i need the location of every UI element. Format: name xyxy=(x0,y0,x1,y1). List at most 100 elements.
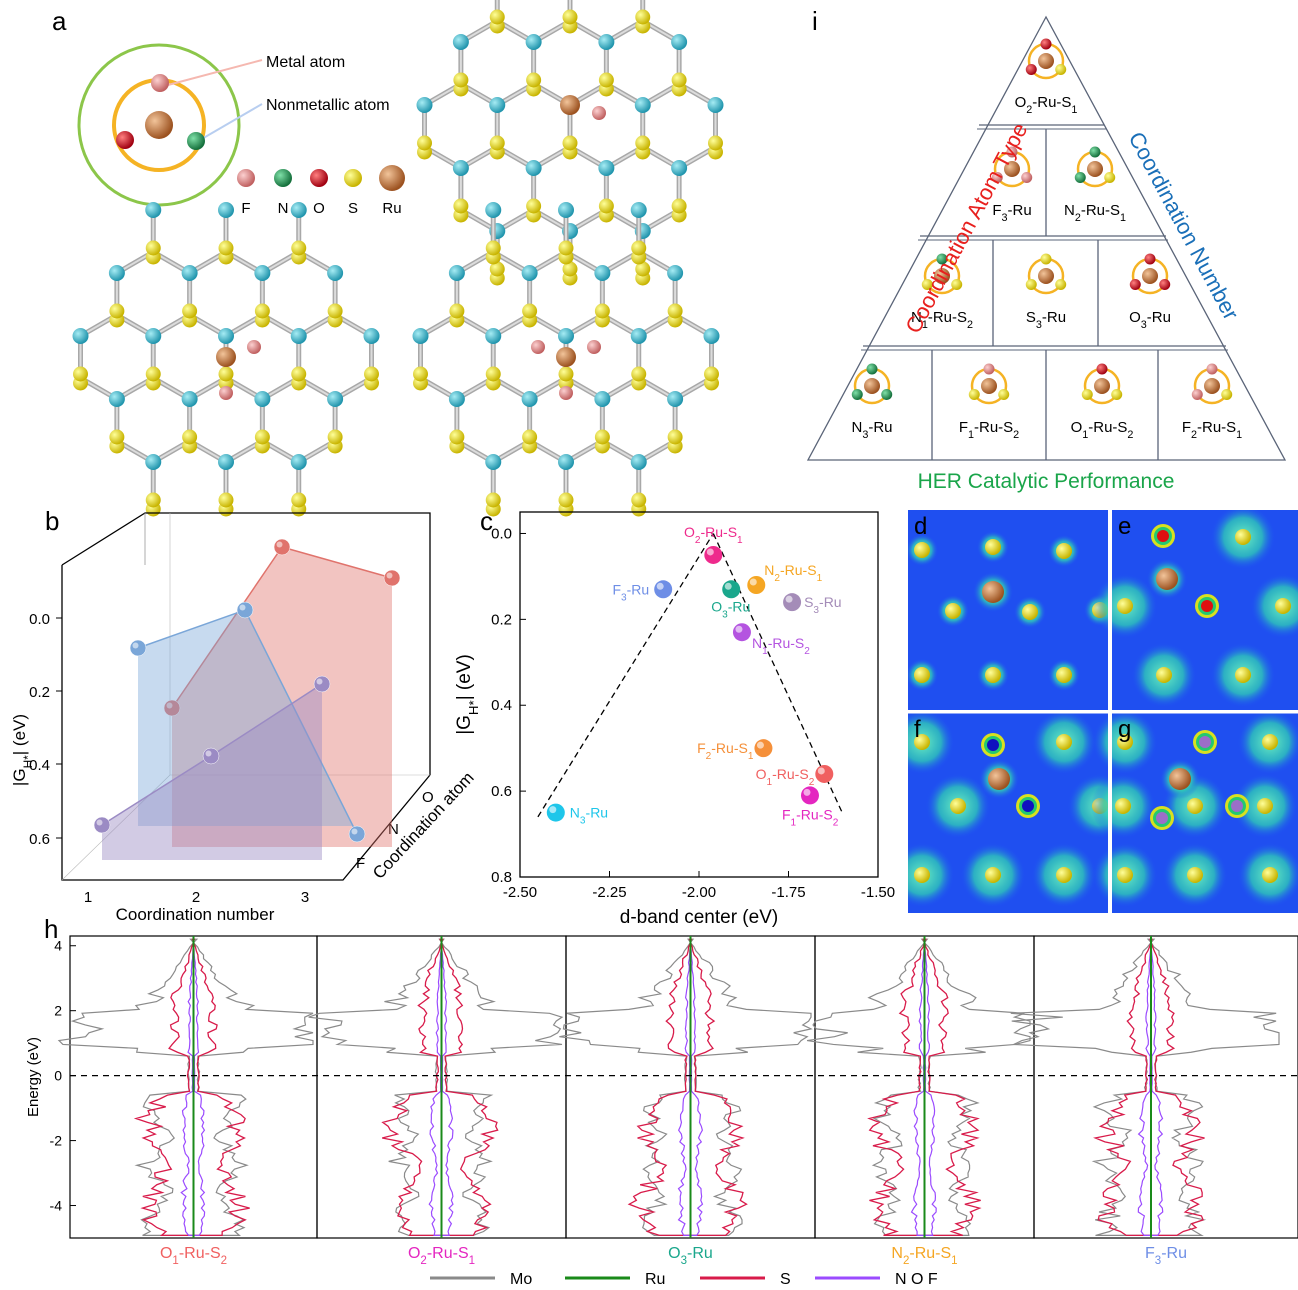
b-ztick-label: N xyxy=(388,821,399,838)
h-curve-s xyxy=(867,938,982,1237)
legend-metal-atom: Metal atom xyxy=(266,54,345,71)
b-xtick-label: 1 xyxy=(84,889,92,906)
lattice-bottom-left xyxy=(72,202,380,517)
c-ytick-label: 0.0 xyxy=(491,525,512,542)
legend-label-s: S xyxy=(348,200,358,217)
h-legend-label: S xyxy=(780,1271,791,1288)
h-subpanel-0: O1-Ru-S2 xyxy=(57,935,318,1267)
panel-a: a Metal atom Nonmetallic atom F N O S Ru xyxy=(52,0,724,517)
pyramid-label: N1-Ru-S2 xyxy=(911,309,973,331)
c-ytick-label: 0.2 xyxy=(491,611,512,628)
h-curve-s xyxy=(381,938,499,1237)
panel-letter-h: h xyxy=(44,914,58,944)
map-e xyxy=(1093,510,1298,710)
metal-pointer xyxy=(167,59,263,86)
legend-label-n: N xyxy=(278,200,289,217)
b-plane-O xyxy=(172,547,392,847)
legend-nonmetallic-atom: Nonmetallic atom xyxy=(266,97,390,114)
h-legend-label: Mo xyxy=(510,1271,532,1288)
c-point-label: O2-Ru-S1 xyxy=(684,524,743,546)
legend-label-ru: Ru xyxy=(382,200,401,217)
b-point-N-3 xyxy=(348,825,366,843)
legend-label-f: F xyxy=(241,200,250,217)
map-d xyxy=(908,510,1116,710)
chart-h-pdos: 4 2 0 -2 -4 Energy (eV) O1-Ru-S2 O2-Ru-S1 O3-Ru N… xyxy=(25,935,1298,1288)
c-point-label: F3-Ru xyxy=(612,581,649,603)
b-xtick-label: 3 xyxy=(301,889,309,906)
panel-letter-i: i xyxy=(812,6,818,36)
lattice-structures xyxy=(72,0,724,517)
h-subpanel-label: N2-Ru-S1 xyxy=(891,1245,957,1267)
element-legend: F N O S Ru xyxy=(237,165,405,217)
legend-atom-o xyxy=(310,169,328,187)
c-point-label: S3-Ru xyxy=(804,594,842,616)
h-curve-mo xyxy=(308,938,564,1237)
panel-letter-c: c xyxy=(480,506,493,536)
schematic-n-atom xyxy=(187,132,205,150)
b-point-F-2 xyxy=(202,747,220,765)
chart-c-scatter: -2.50 -2.25 -2.00 -1.75 -1.50 0.0 0.2 0.4 0.6 0.8… xyxy=(454,511,895,928)
h-curve-nof xyxy=(180,938,206,1237)
c-point-f3-ru xyxy=(654,580,673,599)
panel-b: b 0.0 0.2 0.4 0.6 1 2 3 F N O Coordination number |… xyxy=(10,506,478,924)
legend-atom-s xyxy=(344,169,362,187)
h-legend-label: N O F xyxy=(895,1271,938,1288)
panel-letter-a: a xyxy=(52,6,67,36)
pyramid-label: F3-Ru xyxy=(992,202,1031,224)
h-curve-mo xyxy=(1010,938,1280,1237)
panel-h: h 4 2 0 -2 -4 Energy (eV) O1-Ru-S2 O2-Ru-S1 O3-R… xyxy=(25,914,1298,1288)
c-point-n3-ru xyxy=(546,803,565,822)
pyramid-label: O1-Ru-S2 xyxy=(1071,419,1134,441)
pyramid-cell-f3-ru: F3-Ru xyxy=(991,146,1033,224)
pyramid-label: N3-Ru xyxy=(851,419,892,441)
lattice-bottom-right xyxy=(412,202,720,517)
c-point-f1-ru-s2 xyxy=(800,786,819,805)
b-ylabel: |GH*| (eV) xyxy=(10,714,35,786)
c-point-label: F2-Ru-S1 xyxy=(697,740,754,762)
c-ylabel: |GH*| (eV) xyxy=(454,654,481,735)
legend-label-o: O xyxy=(313,200,325,217)
c-xtick-label: -2.00 xyxy=(682,884,716,901)
c-ytick-label: 0.4 xyxy=(491,697,512,714)
b-ztick-label: O xyxy=(422,789,434,806)
panel-c: c -2.50 -2.25 -2.00 -1.75 -1.50 0.0 0.2 0.4 0.6 0… xyxy=(454,506,895,928)
h-subpanel-label: O1-Ru-S2 xyxy=(160,1245,227,1267)
map-f xyxy=(908,710,1132,913)
c-xlabel: d-band center (eV) xyxy=(620,907,778,928)
b-ytick-label: 0.6 xyxy=(29,831,50,848)
h-curve-mo xyxy=(559,938,813,1237)
h-curve-nof xyxy=(910,938,937,1237)
pyramid-cell-o1-ru-s2: O1-Ru-S2 xyxy=(1071,363,1134,441)
schematic-o-atom xyxy=(116,131,134,149)
nonmetal-pointer xyxy=(199,103,263,141)
c-point-n1-ru-s2 xyxy=(732,623,751,642)
h-curve-s xyxy=(1093,938,1205,1237)
b-ytick-label: 0.4 xyxy=(29,757,50,774)
b-ztick-label: F xyxy=(356,855,365,872)
c-point-label: N3-Ru xyxy=(570,805,608,827)
b-point-F-3 xyxy=(313,675,331,693)
panel-letter-b: b xyxy=(45,506,59,536)
c-point-label: N2-Ru-S1 xyxy=(764,562,822,584)
h-ytick-label: 2 xyxy=(54,1003,62,1019)
b-ytick-label: 0.2 xyxy=(29,684,50,701)
ru-dopant xyxy=(560,95,580,115)
c-guide-line xyxy=(712,533,843,813)
c-point-label: O3-Ru xyxy=(711,598,750,620)
h-curve-mo xyxy=(57,938,314,1237)
c-point-label: F1-Ru-S2 xyxy=(782,806,839,828)
c-point-o2-ru-s1 xyxy=(704,545,723,564)
c-guide-line xyxy=(537,533,714,818)
c-point-label: N1-Ru-S2 xyxy=(752,635,810,657)
pyramid-cell-o3-ru: O3-Ru xyxy=(1129,253,1171,331)
h-legend-label: Ru xyxy=(645,1271,665,1288)
panel-letter-f: f xyxy=(914,716,921,743)
c-point-label: O1-Ru-S2 xyxy=(756,766,815,788)
lattice-top-right xyxy=(416,0,724,286)
pyramid-cell-f2-ru-s1: F2-Ru-S1 xyxy=(1182,363,1242,441)
h-ytick-label: 0 xyxy=(54,1068,62,1084)
h-ytick-label: -4 xyxy=(50,1198,63,1214)
h-subpanel-1: O2-Ru-S1 xyxy=(308,935,567,1267)
b-point-F-1 xyxy=(93,816,111,834)
